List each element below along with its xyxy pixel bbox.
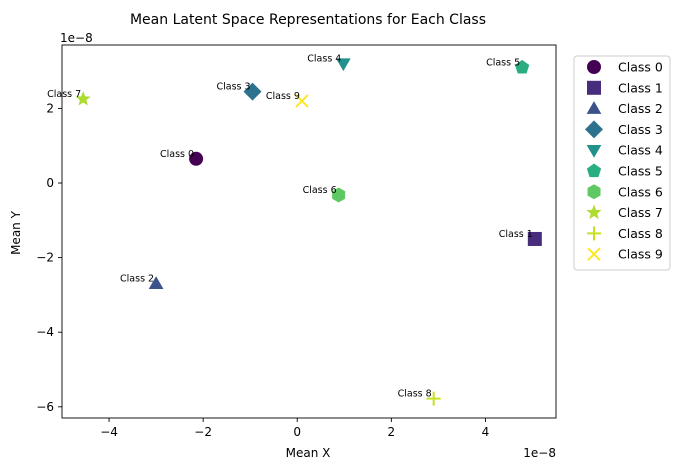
- plot-area: −4 −2 0 2 4 −6 −4 −2 0 2 Class 0 Class 1 Class 2 Clas…: [36, 44, 557, 439]
- legend-label-class-3: Class 3: [618, 122, 663, 137]
- legend-marker-class-8: [587, 226, 601, 241]
- class-1-annotation: Class 1: [499, 229, 533, 240]
- class-9-annotation: Class 9: [266, 91, 300, 102]
- legend: Class 0 Class 1 Class 2 Class 3 Class 4 Class…: [573, 55, 671, 271]
- legend-label-class-8: Class 8: [618, 226, 663, 241]
- legend-marker-class-5: [586, 163, 602, 178]
- class-7-annotation: Class 7: [47, 89, 81, 100]
- y-offset-text: 1e−8: [60, 31, 93, 45]
- legend-label-class-1: Class 1: [618, 80, 663, 95]
- legend-marker-class-7: [586, 204, 602, 220]
- legend-label-class-0: Class 0: [618, 60, 663, 75]
- class-0-annotation: Class 0: [160, 149, 194, 160]
- x-tick-label: −4: [100, 425, 118, 439]
- y-tick-label: 2: [46, 101, 54, 115]
- x-tick-label: 4: [482, 425, 490, 439]
- class-1-point: [527, 231, 542, 246]
- x-tick-label: 0: [293, 425, 301, 439]
- y-tick-label: 0: [46, 176, 54, 190]
- legend-label-class-5: Class 5: [618, 164, 663, 179]
- legend-marker-class-0: [587, 60, 601, 74]
- legend-marker-class-6: [587, 184, 601, 200]
- axes-frame: [61, 44, 557, 419]
- class-5-point: [514, 59, 530, 74]
- legend-marker-class-4: [586, 144, 602, 158]
- x-axis-label: Mean X: [286, 446, 331, 460]
- class-8-point: [426, 391, 441, 406]
- x-tick-label: 2: [388, 425, 396, 439]
- legend-label-class-7: Class 7: [618, 205, 663, 220]
- chart-title: Mean Latent Space Representations for Ea…: [130, 12, 486, 28]
- legend-marker-class-1: [587, 80, 601, 95]
- class-6-annotation: Class 6: [303, 185, 337, 196]
- class-7-point: [75, 91, 91, 106]
- legend-marker-class-2: [586, 101, 602, 114]
- y-axis-label: Mean Y: [9, 210, 23, 255]
- legend-label-class-2: Class 2: [618, 101, 663, 116]
- y-tick-label: −2: [36, 251, 54, 265]
- y-tick-label: −6: [36, 400, 54, 414]
- class-4-point: [335, 58, 351, 72]
- class-2-point: [148, 276, 164, 289]
- y-tick-label: −4: [36, 325, 54, 339]
- legend-marker-class-9: [587, 247, 601, 261]
- legend-label-class-9: Class 9: [618, 247, 663, 262]
- class-5-annotation: Class 5: [486, 57, 520, 68]
- class-8-annotation: Class 8: [398, 389, 432, 400]
- class-4-annotation: Class 4: [307, 54, 341, 65]
- class-9-point: [295, 94, 309, 108]
- class-0-point: [189, 151, 204, 166]
- legend-label-class-6: Class 6: [618, 184, 663, 199]
- legend-marker-class-3: [585, 120, 603, 139]
- x-tick-label: −2: [194, 425, 212, 439]
- class-6-point: [332, 187, 346, 203]
- x-offset-text: 1e−8: [523, 446, 556, 460]
- class-3-point: [243, 82, 262, 101]
- class-3-annotation: Class 3: [216, 82, 250, 93]
- legend-label-class-4: Class 4: [618, 143, 663, 158]
- class-2-annotation: Class 2: [120, 274, 154, 285]
